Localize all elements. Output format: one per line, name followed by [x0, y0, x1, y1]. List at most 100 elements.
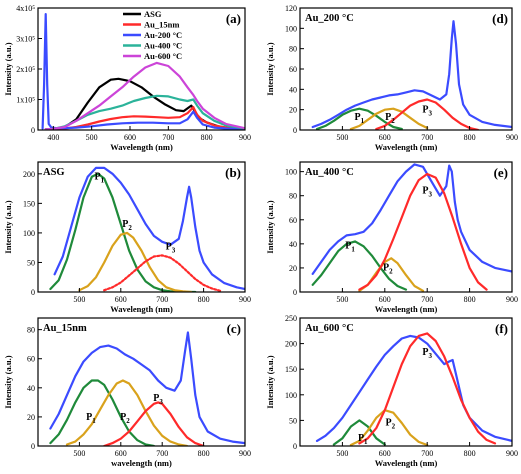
y-tick-label: 50: [27, 258, 35, 267]
peak-label-index: 2: [389, 267, 393, 275]
plot-frame: [299, 7, 513, 131]
y-tick-label: 200: [285, 340, 297, 349]
panel-b: 500 600 700 800 900 0 50 100 150 200 Wavelength (n…: [3, 161, 251, 314]
peak-label: P2: [383, 262, 393, 275]
x-tick-label: 500: [86, 133, 98, 142]
peak-label-index: 1: [361, 117, 365, 125]
peak-label-index: 3: [429, 110, 433, 118]
y-tick-label: 100: [285, 24, 297, 33]
peak-label-letter: P: [422, 185, 428, 196]
x-axis-label: Wavelength (nm): [375, 142, 438, 152]
peak-label-index: 2: [126, 417, 130, 425]
peak-label-letter: P: [345, 241, 351, 252]
x-axis-label: Wavelength (nm): [375, 304, 438, 314]
series-line-f-3: [358, 332, 497, 445]
y-tick-label: 0: [31, 288, 35, 297]
x-tick-label: 900: [506, 133, 518, 142]
peak-label-index: 3: [172, 246, 176, 254]
peak-label: P3: [153, 393, 163, 406]
y-tick-label: 40: [289, 85, 297, 94]
x-tick-label: 500: [336, 295, 348, 304]
x-tick-label: 700: [421, 295, 433, 304]
series-line-f-1: [332, 419, 386, 446]
x-tick-label: 500: [336, 133, 348, 142]
peak-label-index: 2: [391, 117, 395, 125]
peak-label: P3: [422, 185, 432, 198]
y-tick-label: 20: [27, 413, 35, 422]
series-line-e-1: [311, 240, 408, 291]
x-tick-label: 500: [336, 449, 348, 458]
plot-frame: [299, 161, 513, 293]
y-tick-label: 80: [27, 326, 35, 335]
panel-label: (c): [227, 321, 241, 336]
peak-label-index: 2: [392, 423, 396, 431]
series-line-c-1: [49, 379, 155, 446]
x-axis-label: Wavelength (nm): [110, 304, 173, 314]
y-axis-label: Intensity (a.u.): [265, 200, 275, 253]
legend-label: Au-200 °C: [144, 30, 182, 40]
y-axis-label: Intensity (a.u.): [3, 42, 13, 95]
y-tick-label: 60: [289, 216, 297, 225]
plot-frame: [299, 317, 513, 447]
peak-label: P2: [120, 412, 130, 425]
y-tick-label: 50: [289, 416, 297, 425]
y-tick-label: 0: [293, 442, 297, 451]
peak-label: P2: [386, 418, 396, 431]
peak-label: P2: [385, 112, 395, 125]
peak-label-letter: P: [383, 262, 389, 273]
y-tick-label: 20: [289, 264, 297, 273]
series-line-e-0: [311, 163, 512, 275]
y-tick-label: 100: [285, 391, 297, 400]
panel-label: (e): [494, 165, 508, 180]
plot-frame: [37, 7, 246, 131]
series-line-e-3: [358, 172, 488, 291]
peak-label-index: 2: [128, 224, 132, 232]
legend-label: Au-600 °C: [144, 51, 182, 61]
panel-f: 500 600 700 800 900 0 50 100 150 200 250 Wavelength…: [265, 314, 518, 468]
sample-label: Au_400 °C: [305, 167, 354, 178]
series-line-b-1: [49, 172, 197, 292]
sample-label: ASG: [43, 167, 65, 178]
y-axis-label: Intensity (a.u.): [3, 200, 13, 253]
peak-label: P1: [345, 241, 355, 254]
y-tick-label: 150: [23, 199, 35, 208]
y-tick-label: 1x10⁵: [16, 96, 35, 105]
y-tick-label: 0: [31, 442, 35, 451]
y-tick-label: 0: [293, 126, 297, 135]
x-tick-label: 800: [464, 449, 476, 458]
peak-label-letter: P: [385, 112, 391, 123]
peak-label-index: 3: [429, 190, 433, 198]
y-tick-label: 20: [289, 106, 297, 115]
legend-label: Au-400 °C: [144, 41, 182, 51]
series-line-a-2: [41, 13, 245, 130]
x-tick-label: 900: [239, 295, 251, 304]
series-line-b-3: [103, 254, 222, 292]
y-tick-label: 120: [285, 4, 297, 13]
x-tick-label: 500: [73, 449, 85, 458]
series-line-b-0: [53, 166, 245, 291]
x-tick-label: 500: [73, 295, 85, 304]
legend-label: ASG: [144, 9, 162, 19]
series-line-a-4: [44, 61, 245, 130]
x-tick-label: 800: [464, 295, 476, 304]
x-tick-label: 900: [506, 449, 518, 458]
x-tick-label: 800: [201, 133, 213, 142]
peak-label-letter: P: [355, 112, 361, 123]
series-line-b-2: [78, 231, 193, 292]
x-tick-label: 800: [464, 133, 476, 142]
peak-label-letter: P: [86, 412, 92, 423]
y-tick-label: 40: [289, 240, 297, 249]
peak-label-letter: P: [94, 172, 100, 183]
y-axis-label: Intensity (a.u.): [3, 355, 13, 408]
y-tick-label: 60: [27, 355, 35, 364]
series-line-d-3: [375, 98, 480, 130]
x-tick-label: 800: [198, 295, 210, 304]
y-tick-label: 3x10⁵: [16, 35, 35, 44]
y-tick-label: 0: [293, 288, 297, 297]
x-tick-label: 600: [379, 449, 391, 458]
x-tick-label: 800: [198, 449, 210, 458]
series-line-f-0: [315, 334, 512, 442]
peak-label: P2: [122, 219, 132, 232]
x-tick-label: 900: [239, 449, 251, 458]
